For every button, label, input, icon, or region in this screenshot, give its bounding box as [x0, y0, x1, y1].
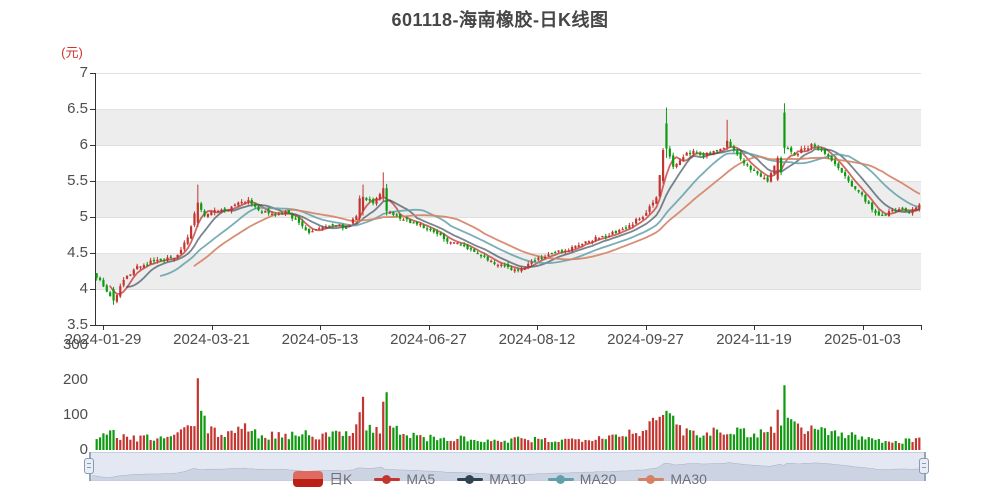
date-axis-tick-label: 2024-03-21 — [173, 331, 250, 348]
price-axis-tick-label: 3.5 — [67, 316, 88, 333]
ma-line-legend-icon — [547, 473, 574, 485]
price-axis-tick-label: 5.5 — [67, 172, 88, 189]
volume-axis-tick-label: 100 — [62, 406, 88, 423]
datazoom-left-handle-grip[interactable] — [84, 458, 94, 474]
price-axis-tick-label: 5 — [79, 208, 88, 225]
candlestick-legend-icon — [293, 471, 324, 487]
legend-label: MA5 — [406, 471, 436, 487]
ma-line-legend-icon — [638, 473, 665, 485]
legend-label: MA10 — [489, 471, 526, 487]
chart-title: 601118-海南橡胶-日K线图 — [391, 10, 609, 30]
legend-label: MA20 — [579, 471, 617, 487]
volume-axis-tick-label: 200 — [62, 371, 88, 388]
chart-legend: 日K MA5 MA10 MA20 MA30 — [0, 469, 1000, 489]
legend-dot — [465, 474, 475, 484]
legend-item-daily-k[interactable]: 日K — [293, 469, 352, 489]
ma-line-legend-icon — [374, 473, 401, 485]
date-axis-tick-label: 2024-09-27 — [607, 331, 684, 348]
volume-axis-tick-label: 0 — [79, 441, 88, 458]
date-axis-tick-label: 2024-08-12 — [498, 331, 576, 348]
date-axis-tick-label: 2025-01-03 — [824, 331, 901, 348]
price-axis-tick-label: 6 — [79, 136, 88, 153]
ma-line-legend-icon — [457, 473, 484, 485]
date-axis-tick-label: 2024-11-19 — [716, 331, 792, 348]
legend-label: 日K — [329, 471, 353, 487]
price-axis-tick-label: 6.5 — [67, 100, 88, 117]
legend-dot — [382, 474, 392, 484]
legend-item-ma30[interactable]: MA30 — [638, 471, 707, 487]
volume-axis-tick-label: 300 — [62, 336, 88, 353]
price-axis-tick-label: 4.5 — [67, 244, 88, 261]
datazoom-left-handle[interactable] — [84, 449, 96, 484]
legend-dot — [646, 474, 656, 484]
legend-item-ma5[interactable]: MA5 — [374, 471, 435, 487]
price-unit-label: (元) — [61, 45, 83, 60]
date-axis-tick-label: 2024-05-13 — [281, 331, 359, 348]
datazoom-right-handle-grip[interactable] — [919, 458, 929, 474]
legend-item-ma10[interactable]: MA10 — [457, 471, 526, 487]
date-axis-tick-label: 2024-06-27 — [390, 331, 467, 348]
price-axis-tick-label: 7 — [79, 64, 88, 81]
legend-item-ma20[interactable]: MA20 — [547, 471, 617, 487]
legend-label: MA30 — [670, 471, 707, 487]
date-axis-tick-label: 2024-01-29 — [64, 331, 142, 348]
price-axis-tick-label: 4 — [79, 280, 88, 297]
datazoom-right-handle[interactable] — [919, 449, 931, 484]
legend-dot — [555, 474, 565, 484]
